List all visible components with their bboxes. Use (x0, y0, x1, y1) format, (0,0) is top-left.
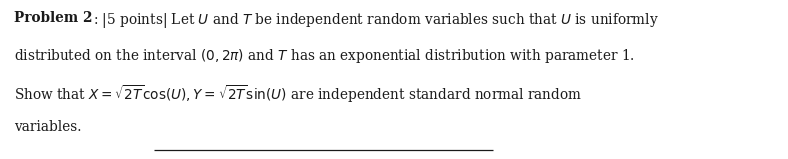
Text: variables.: variables. (14, 120, 82, 134)
Text: : |5 points| Let $U$ and $T$ be independent random variables such that $U$ is un: : |5 points| Let $U$ and $T$ be independ… (93, 11, 659, 30)
Text: distributed on the interval $(0, 2\pi)$ and $T$ has an exponential distribution : distributed on the interval $(0, 2\pi)$ … (14, 47, 635, 65)
Text: Show that $X = \sqrt{2T}\cos(U), Y = \sqrt{2T}\sin(U)$ are independent standard : Show that $X = \sqrt{2T}\cos(U), Y = \sq… (14, 84, 582, 105)
Text: Problem 2: Problem 2 (14, 11, 93, 25)
